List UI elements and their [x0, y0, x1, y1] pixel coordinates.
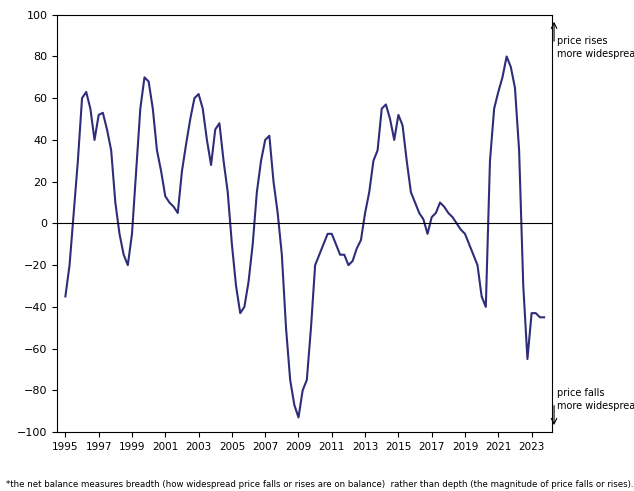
Text: price falls
more widespread: price falls more widespread	[557, 388, 634, 411]
Text: Prices - last 3 months*: Prices - last 3 months*	[220, 11, 414, 26]
Text: price rises
more widespread: price rises more widespread	[557, 36, 634, 59]
Text: Net balance, %, SA: Net balance, %, SA	[6, 12, 133, 25]
Text: *the net balance measures breadth (how widespread price falls or rises are on ba: *the net balance measures breadth (how w…	[6, 480, 634, 489]
